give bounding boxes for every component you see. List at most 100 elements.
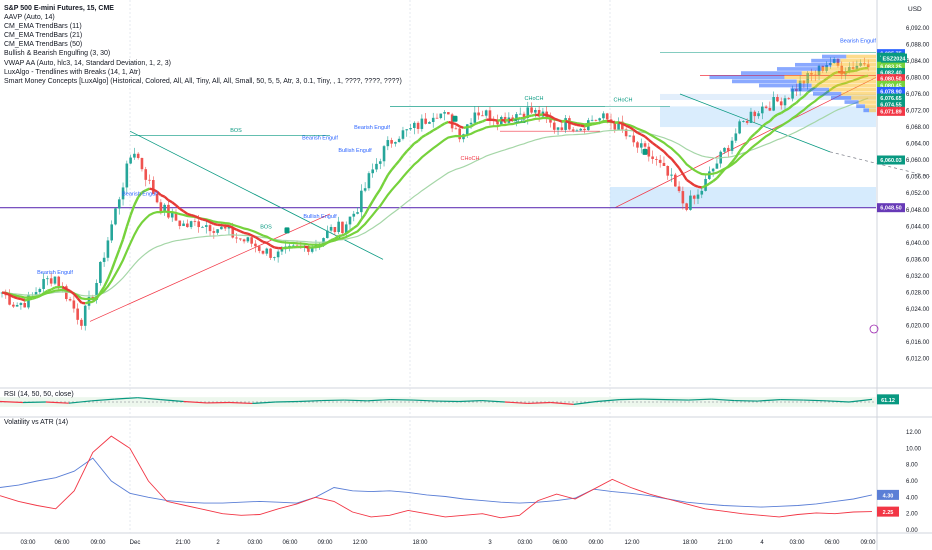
time-axis-tick: 09:00	[90, 540, 106, 546]
candle-body	[231, 226, 235, 238]
ema-11-segment	[644, 135, 650, 141]
candle-body	[394, 142, 397, 144]
candle-body	[541, 111, 545, 117]
demand-zone	[610, 187, 876, 208]
indicator-ema-50[interactable]: CM_EMA TrendBars (50)	[4, 41, 83, 49]
candle-body	[413, 122, 416, 129]
ema-11-segment	[636, 131, 642, 136]
ema-11-segment	[149, 187, 154, 191]
indicator-ema-11[interactable]: CM_EMA TrendBars (11)	[4, 23, 82, 31]
ema-11-segment	[243, 231, 249, 235]
price-axis-tick: 6,016.00	[906, 340, 930, 346]
symbol-title[interactable]: S&P 500 E-mini Futures, 15, CME	[4, 5, 114, 12]
ema-11-segment	[512, 117, 517, 122]
time-axis-tick: 06:00	[54, 540, 70, 546]
ema-11-segment	[440, 122, 446, 127]
candle-body	[239, 238, 242, 240]
indicator-aavp[interactable]: AAVP (Auto, 14)	[4, 14, 55, 22]
candle-body	[38, 288, 42, 293]
rsi-pane: 61.12	[0, 394, 899, 407]
ema-11-segment	[738, 145, 745, 153]
candle-body	[121, 187, 125, 200]
indicator-trendlines[interactable]: LuxAlgo - Trendlines with Breaks (14, 1,…	[4, 68, 141, 76]
volume-profile-bar	[709, 75, 785, 80]
volume-profile-bar	[844, 100, 859, 104]
candle-body	[518, 113, 522, 115]
candle-body	[273, 257, 276, 259]
volume-profile-bar	[841, 91, 876, 96]
candle-body	[276, 251, 280, 258]
candle-body	[621, 121, 624, 130]
ema-11-segment	[125, 214, 132, 228]
price-axis-tick: 6,040.00	[906, 241, 930, 247]
candle-body	[46, 278, 49, 280]
ema-11-segment	[542, 113, 547, 117]
candle-body	[454, 128, 458, 130]
volume-profile-bar	[811, 83, 876, 88]
ema-11-segment	[428, 129, 434, 134]
candle-body	[367, 173, 371, 189]
ema-11-segment	[72, 293, 79, 300]
ema-11-segment	[375, 188, 382, 196]
candle-body	[155, 193, 159, 203]
candle-body	[333, 226, 337, 233]
candle-body	[753, 111, 757, 117]
price-label-badge	[877, 93, 905, 103]
candle-body	[159, 202, 163, 213]
candle-body	[227, 226, 231, 229]
candle-body	[76, 308, 79, 320]
ema-11-segment	[190, 213, 196, 218]
ema-11-segment	[681, 173, 688, 181]
candle-body	[757, 113, 760, 117]
rsi-segment	[298, 399, 322, 403]
volatility-axis-tick: 8.00	[906, 463, 918, 469]
candle-body	[250, 237, 253, 244]
time-axis-tick: 21:00	[717, 540, 733, 546]
candle-body	[235, 237, 238, 239]
downtrend-line	[679, 93, 831, 153]
price-axis-tick: 6,060.00	[906, 158, 930, 164]
currency-label[interactable]: USD	[908, 6, 922, 13]
indicator-ema-21[interactable]: CM_EMA TrendBars (21)	[4, 32, 83, 40]
indicator-vwap[interactable]: VWAP AA (Auto, hlc3, 14, Standard Deviat…	[4, 59, 171, 67]
ema-11-segment	[568, 121, 574, 125]
candle-body	[726, 147, 730, 151]
annotation-bos: BOS	[230, 128, 242, 134]
ema-11-segment	[765, 120, 771, 125]
candle-body	[257, 246, 261, 251]
ema-11-segment	[171, 201, 177, 207]
volume-profile-bar	[795, 62, 832, 67]
candle-body	[254, 243, 257, 247]
ema-11-segment	[753, 129, 760, 135]
candle-body	[186, 223, 189, 228]
volume-profile-bar	[846, 54, 876, 59]
ema-11-segment	[330, 237, 336, 242]
candle-body	[745, 120, 749, 123]
rsi-segment	[711, 398, 735, 402]
volatility-legend[interactable]: Volatility vs ATR (14)	[4, 419, 69, 426]
ema-11-segment	[394, 160, 401, 167]
rsi-legend[interactable]: RSI (14, 50, 50, close)	[4, 391, 74, 398]
candle-body	[473, 112, 477, 123]
candle-body	[579, 128, 583, 131]
ema-11-segment	[659, 147, 665, 153]
ema-11-segment	[791, 101, 797, 107]
ema-11-segment	[795, 98, 801, 104]
ema-11-segment	[625, 124, 631, 129]
indicator-engulfing[interactable]: Bullish & Bearish Engulfing (3, 30)	[4, 50, 111, 58]
time-axis-tick: 06:00	[552, 540, 568, 546]
ema-11-segment	[315, 245, 320, 249]
ema-11-segment	[516, 117, 521, 121]
candle-body	[496, 121, 499, 125]
ema-11-segment	[591, 122, 597, 126]
candle-body	[624, 129, 628, 137]
ema-11-segment	[629, 126, 635, 131]
ema-11-segment	[205, 219, 211, 224]
candle-body	[556, 127, 560, 130]
annotation-choch: CHoCH	[461, 156, 480, 162]
indicator-smc[interactable]: Smart Money Concepts [LuxAlgo] (Historic…	[4, 77, 402, 85]
volume-profile-bar	[822, 54, 847, 59]
ema-11-segment	[152, 188, 158, 193]
ema-11-segment	[455, 122, 461, 128]
